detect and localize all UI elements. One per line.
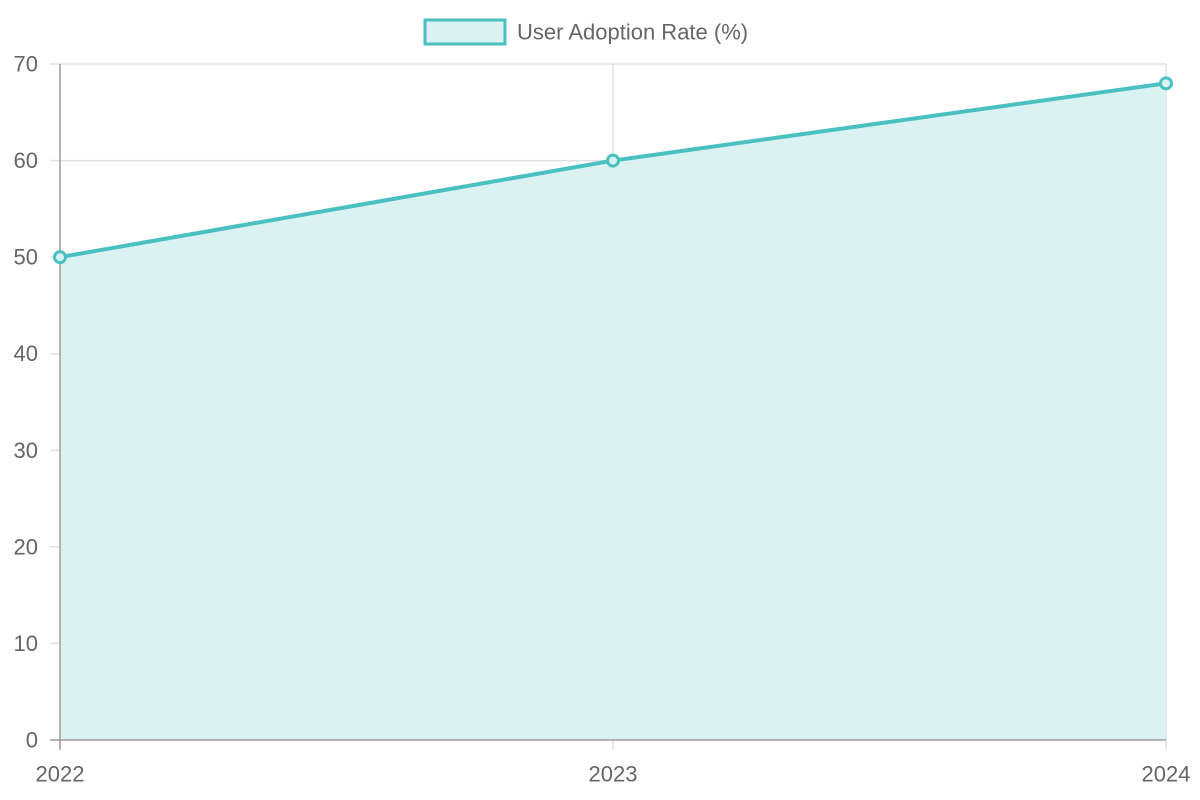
tick-labels: 0 10 20 30 40 50 60 70 2022 2023 2024 bbox=[14, 52, 1191, 787]
y-tick-label: 10 bbox=[14, 631, 38, 656]
y-tick-label: 30 bbox=[14, 438, 38, 463]
x-tick-label: 2023 bbox=[589, 762, 638, 787]
legend[interactable]: User Adoption Rate (%) bbox=[423, 18, 748, 46]
legend-label[interactable]: User Adoption Rate (%) bbox=[517, 20, 748, 45]
data-point[interactable] bbox=[1159, 76, 1173, 91]
y-tick-label: 20 bbox=[14, 534, 38, 559]
x-tick-label: 2024 bbox=[1142, 762, 1191, 787]
y-tick-label: 0 bbox=[26, 728, 38, 753]
x-tick-label: 2022 bbox=[36, 762, 85, 787]
axes bbox=[50, 64, 1166, 750]
legend-swatch[interactable] bbox=[423, 18, 507, 46]
data-point[interactable] bbox=[606, 153, 620, 168]
data-point[interactable] bbox=[53, 250, 67, 265]
y-tick-label: 40 bbox=[14, 341, 38, 366]
y-tick-label: 50 bbox=[14, 245, 38, 270]
area-series bbox=[59, 81, 1167, 741]
area-fill bbox=[60, 83, 1166, 741]
y-tick-label: 60 bbox=[14, 148, 38, 173]
y-tick-label: 70 bbox=[14, 52, 38, 77]
data-points bbox=[53, 76, 1173, 265]
